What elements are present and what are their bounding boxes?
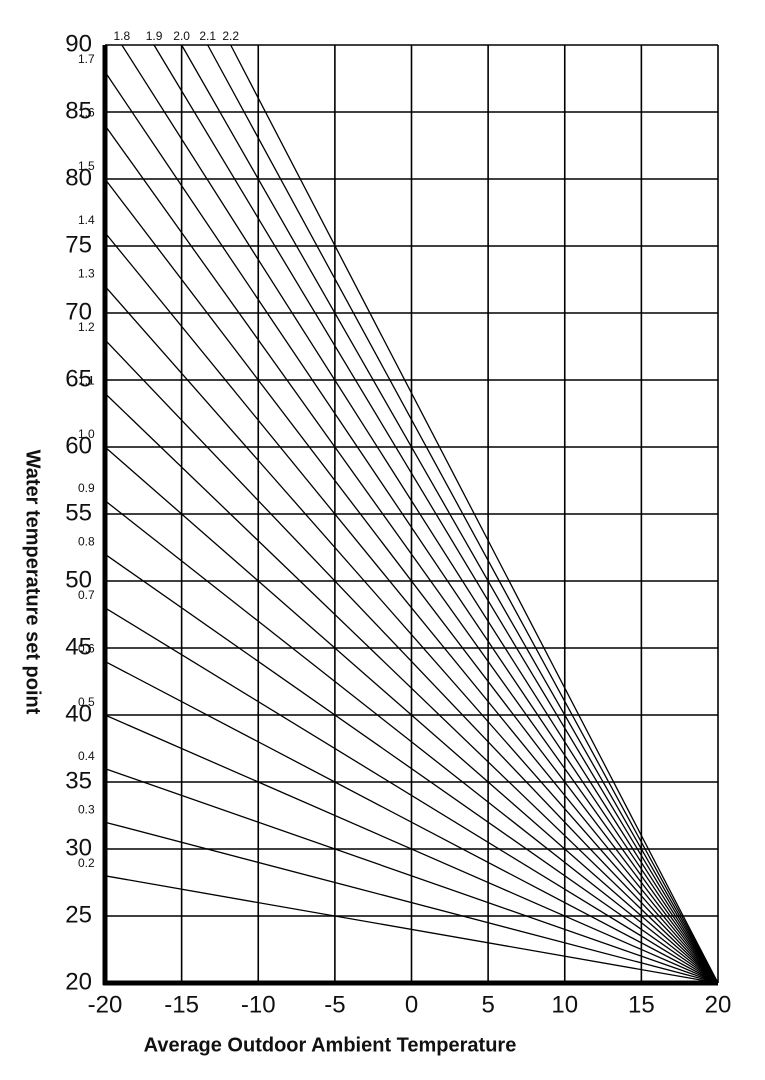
curve-line	[104, 660, 719, 984]
y-tick-label: 80	[65, 164, 92, 191]
series-label: 2.0	[173, 29, 190, 43]
series-label: 2.2	[222, 29, 239, 43]
curve-line	[104, 125, 719, 984]
series-label: 1.9	[146, 29, 163, 43]
curve-line	[104, 767, 719, 984]
curve-line	[181, 44, 719, 984]
series-label: 1.7	[78, 52, 95, 66]
curve-line	[104, 714, 719, 984]
series-label: 1.5	[78, 159, 95, 173]
series-label: 0.4	[78, 749, 95, 763]
curve-line	[104, 71, 719, 984]
y-axis-title: Water temperature set point	[22, 450, 44, 715]
y-tick-label: 65	[65, 365, 92, 392]
series-label: 1.3	[78, 266, 95, 280]
series-label: 0.8	[78, 534, 95, 548]
curve-line	[207, 44, 719, 984]
series-label: 2.1	[199, 29, 216, 43]
series-label: 1.1	[78, 374, 95, 388]
curve-line	[153, 44, 719, 984]
x-tick-label: -20	[88, 991, 123, 1018]
series-label: 0.2	[78, 856, 95, 870]
y-tick-label: 25	[65, 901, 92, 928]
y-tick-label: 75	[65, 231, 92, 258]
curve-line	[104, 392, 719, 984]
y-tick-label: 50	[65, 566, 92, 593]
y-tick-label: 35	[65, 767, 92, 794]
curve-line	[104, 178, 719, 984]
series-label: 0.7	[78, 588, 95, 602]
y-tick-label: 85	[65, 97, 92, 124]
series-label: 0.9	[78, 481, 95, 495]
y-tick-label: 45	[65, 633, 92, 660]
series-label: 1.8	[114, 29, 131, 43]
x-tick-label: 0	[405, 991, 418, 1018]
curve-line	[104, 500, 719, 984]
series-label: 1.4	[78, 213, 95, 227]
curve-line	[104, 339, 719, 984]
y-tick-label: 70	[65, 298, 92, 325]
curve-line	[230, 44, 719, 984]
y-tick-label: 30	[65, 834, 92, 861]
curve-line	[104, 232, 719, 984]
series-label: 1.0	[78, 427, 95, 441]
series-label: 0.5	[78, 695, 95, 709]
x-tick-label: 20	[705, 991, 732, 1018]
curve-line	[104, 285, 719, 984]
x-tick-label: -15	[164, 991, 199, 1018]
series-label: 1.6	[78, 106, 95, 120]
curve-line	[104, 446, 719, 984]
curve-line	[121, 44, 719, 984]
curve-line	[104, 875, 719, 984]
x-tick-label: 15	[628, 991, 655, 1018]
series-label: 0.3	[78, 802, 95, 816]
y-tick-label: 55	[65, 499, 92, 526]
series-label: 1.2	[78, 320, 95, 334]
y-tick-label: 60	[65, 432, 92, 459]
curve-line	[104, 607, 719, 984]
x-axis-title: Average Outdoor Ambient Temperature	[144, 1034, 517, 1056]
x-tick-label: -5	[324, 991, 345, 1018]
x-tick-label: 5	[481, 991, 494, 1018]
series-label: 0.6	[78, 642, 95, 656]
y-tick-label: 40	[65, 700, 92, 727]
curve-line	[104, 821, 719, 984]
y-tick-label: 90	[65, 30, 92, 57]
x-tick-label: 10	[551, 991, 578, 1018]
curve-line	[104, 553, 719, 984]
y-tick-label: 20	[65, 968, 92, 995]
x-tick-label: -10	[241, 991, 276, 1018]
